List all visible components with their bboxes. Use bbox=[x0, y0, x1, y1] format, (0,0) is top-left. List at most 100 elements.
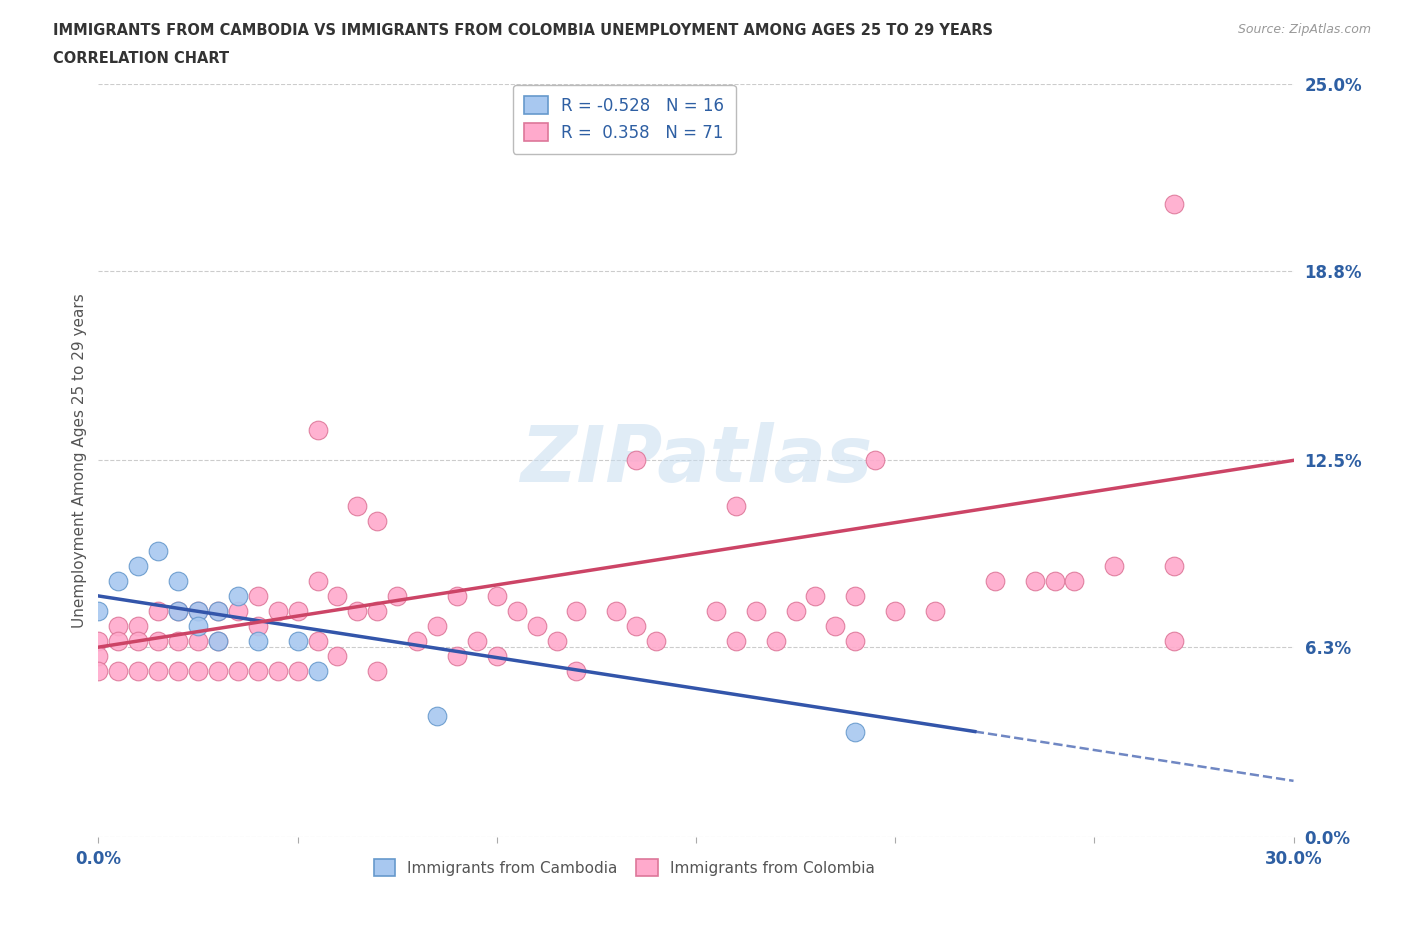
Point bbox=[326, 589, 349, 604]
Point bbox=[207, 604, 229, 618]
Point bbox=[485, 589, 508, 604]
Point bbox=[1063, 574, 1085, 589]
Point bbox=[1104, 558, 1126, 573]
Point bbox=[246, 633, 269, 648]
Point bbox=[167, 574, 190, 589]
Point bbox=[346, 604, 368, 618]
Point bbox=[724, 498, 747, 513]
Point bbox=[107, 574, 129, 589]
Point bbox=[167, 604, 190, 618]
Point bbox=[406, 633, 429, 648]
Point bbox=[824, 618, 846, 633]
Point bbox=[385, 589, 409, 604]
Point bbox=[546, 633, 568, 648]
Text: Source: ZipAtlas.com: Source: ZipAtlas.com bbox=[1237, 23, 1371, 36]
Point bbox=[565, 604, 588, 618]
Point bbox=[1163, 633, 1185, 648]
Point bbox=[187, 618, 209, 633]
Point bbox=[1024, 574, 1046, 589]
Point bbox=[207, 604, 229, 618]
Point bbox=[426, 618, 449, 633]
Point bbox=[148, 664, 170, 679]
Point bbox=[804, 589, 827, 604]
Text: IMMIGRANTS FROM CAMBODIA VS IMMIGRANTS FROM COLOMBIA UNEMPLOYMENT AMONG AGES 25 : IMMIGRANTS FROM CAMBODIA VS IMMIGRANTS F… bbox=[53, 23, 994, 38]
Point bbox=[485, 649, 508, 664]
Point bbox=[107, 664, 129, 679]
Point bbox=[127, 558, 149, 573]
Point bbox=[1163, 558, 1185, 573]
Point bbox=[207, 664, 229, 679]
Point bbox=[148, 543, 170, 558]
Point bbox=[207, 633, 229, 648]
Point bbox=[366, 664, 388, 679]
Legend: Immigrants from Cambodia, Immigrants from Colombia: Immigrants from Cambodia, Immigrants fro… bbox=[368, 853, 880, 882]
Point bbox=[187, 604, 209, 618]
Point bbox=[526, 618, 548, 633]
Point bbox=[745, 604, 768, 618]
Point bbox=[844, 589, 866, 604]
Point bbox=[506, 604, 529, 618]
Point bbox=[366, 604, 388, 618]
Point bbox=[307, 664, 329, 679]
Point bbox=[884, 604, 907, 618]
Point bbox=[1043, 574, 1066, 589]
Point bbox=[307, 633, 329, 648]
Point bbox=[207, 633, 229, 648]
Point bbox=[287, 604, 309, 618]
Point bbox=[287, 633, 309, 648]
Point bbox=[626, 618, 648, 633]
Point bbox=[87, 664, 110, 679]
Y-axis label: Unemployment Among Ages 25 to 29 years: Unemployment Among Ages 25 to 29 years bbox=[72, 293, 87, 628]
Point bbox=[785, 604, 807, 618]
Point bbox=[865, 453, 887, 468]
Point bbox=[226, 664, 249, 679]
Point bbox=[765, 633, 787, 648]
Point bbox=[267, 664, 290, 679]
Point bbox=[565, 664, 588, 679]
Point bbox=[246, 618, 269, 633]
Point bbox=[984, 574, 1007, 589]
Point bbox=[626, 453, 648, 468]
Point bbox=[167, 633, 190, 648]
Point bbox=[724, 633, 747, 648]
Point bbox=[87, 604, 110, 618]
Point bbox=[326, 649, 349, 664]
Text: CORRELATION CHART: CORRELATION CHART bbox=[53, 51, 229, 66]
Point bbox=[187, 633, 209, 648]
Point bbox=[605, 604, 627, 618]
Point bbox=[307, 574, 329, 589]
Point bbox=[1163, 197, 1185, 212]
Point bbox=[148, 633, 170, 648]
Point bbox=[87, 633, 110, 648]
Point bbox=[844, 724, 866, 739]
Point bbox=[148, 604, 170, 618]
Point bbox=[246, 664, 269, 679]
Point bbox=[307, 423, 329, 438]
Point bbox=[187, 664, 209, 679]
Point bbox=[426, 709, 449, 724]
Point bbox=[465, 633, 488, 648]
Point bbox=[346, 498, 368, 513]
Point bbox=[167, 664, 190, 679]
Point bbox=[366, 513, 388, 528]
Point bbox=[645, 633, 668, 648]
Point bbox=[924, 604, 946, 618]
Point bbox=[246, 589, 269, 604]
Point bbox=[844, 633, 866, 648]
Point bbox=[87, 649, 110, 664]
Point bbox=[127, 618, 149, 633]
Point bbox=[287, 664, 309, 679]
Point bbox=[127, 633, 149, 648]
Point bbox=[107, 633, 129, 648]
Point bbox=[704, 604, 727, 618]
Point bbox=[226, 589, 249, 604]
Point bbox=[446, 589, 468, 604]
Point bbox=[446, 649, 468, 664]
Point bbox=[107, 618, 129, 633]
Point bbox=[167, 604, 190, 618]
Point bbox=[226, 604, 249, 618]
Text: ZIPatlas: ZIPatlas bbox=[520, 422, 872, 498]
Point bbox=[187, 604, 209, 618]
Point bbox=[267, 604, 290, 618]
Point bbox=[127, 664, 149, 679]
